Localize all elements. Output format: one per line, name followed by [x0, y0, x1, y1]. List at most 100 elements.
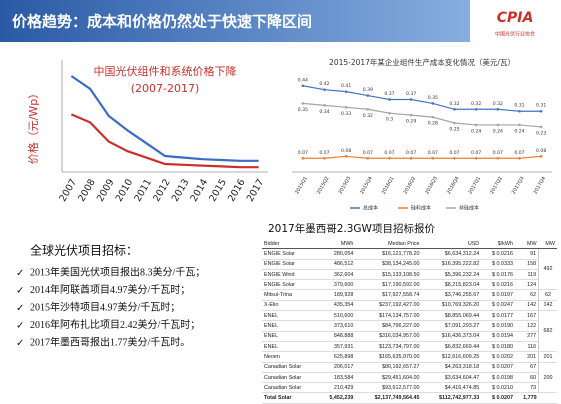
table-row: ENEL 357,931 $123,734,797.00 $6,832,669.44 $… — [262, 341, 557, 353]
table-cell: 116 — [514, 341, 539, 353]
header-cell: $/kWh — [481, 239, 515, 250]
table-cell: 142 — [514, 300, 539, 312]
point — [409, 113, 413, 117]
table-cell: 357,931 — [317, 341, 356, 353]
table-cell: 60 — [514, 372, 539, 384]
table-cell: $ 0.0207 — [481, 362, 515, 373]
check-mark: ✓ — [16, 268, 24, 279]
point — [431, 102, 435, 105]
table-row: Canadian Solar 210,429 $93,612,577.00 $4,41… — [262, 382, 557, 394]
table-row: ENGIE Wind 362,604 $15,133,108.50 $5,396,23… — [262, 269, 557, 281]
table-cell: 67 — [514, 362, 539, 373]
series-line — [70, 113, 259, 169]
table-cell: $16,436,373.04 — [421, 331, 482, 342]
point — [496, 123, 500, 127]
table-cell: ENEL — [262, 341, 318, 353]
table-row: Canadian Solar 183,584 $29,451,604.00 $3,63… — [262, 372, 557, 384]
table-cell: $ 0.0216 — [481, 279, 515, 291]
point — [301, 156, 305, 160]
table-cell: $12,616,609.25 — [421, 351, 482, 363]
x-tick-label: 2009 — [95, 177, 117, 203]
table-cell: 73 — [514, 382, 539, 394]
series-line — [302, 155, 542, 159]
legend-label: 非硅成本 — [459, 205, 479, 212]
legend-label: 总成本 — [363, 205, 378, 212]
data-label: 0.24 — [471, 128, 481, 134]
bullet-item: 2016年阿布扎比项目2.42美分/千瓦时； — [30, 318, 200, 331]
point — [409, 98, 413, 101]
total-cell: $ 0.0207 — [481, 392, 515, 404]
table-cell: $17,190,592.00 — [355, 279, 422, 291]
bid-table: Bidder MWh Median Price USD $/kWh MW MW ENGIE S… — [262, 239, 557, 404]
point — [539, 109, 543, 113]
point — [323, 88, 326, 91]
data-label: 0.07 — [363, 150, 373, 156]
table-cell: $10,769,326.20 — [421, 300, 482, 312]
table-cell: $8,855,069.44 — [421, 310, 482, 322]
table-cell: Canadian Solar — [262, 372, 318, 384]
data-label: 0.39 — [363, 87, 373, 93]
chart-title: 2015-2017年某企业组件生产成本变化情况（美元/瓦） — [329, 57, 515, 67]
table-cell: $ 0.0180 — [481, 341, 515, 353]
table-cell: $ 0.0202 — [481, 351, 515, 363]
table-cell: $6,832,669.44 — [421, 341, 482, 353]
table-row: Neoen 625,898 $165,635,970.00 $12,616,609.2… — [262, 351, 557, 363]
x-tick-label: 2015 — [207, 177, 229, 203]
data-label: 0.33 — [341, 111, 351, 117]
table-cell: $7,091,293.27 — [421, 320, 482, 332]
x-tick-label: 2007 — [58, 177, 80, 203]
point — [409, 156, 413, 160]
data-label: 0.24 — [493, 128, 503, 134]
data-label: 0.29 — [406, 119, 416, 125]
x-tick-label: 2015Q4 — [359, 176, 374, 195]
total-cell — [538, 392, 557, 404]
table-row: Mitsui-Trina 189,928 $17,927,558.74 $3,746,… — [262, 289, 557, 301]
bullet-item: 2017年墨西哥报出1.77美分/千瓦时。 — [30, 335, 190, 348]
table-cell: $ 0.0197 — [481, 289, 515, 301]
series-line — [70, 75, 259, 162]
group-total: 201 — [538, 351, 557, 363]
table-cell: 379,600 — [317, 279, 356, 291]
header-cell: MW — [514, 239, 539, 250]
table-cell: 210,429 — [317, 382, 356, 394]
data-label: 0.07 — [428, 150, 438, 156]
bullet-heading: 全球光伏项目招标： — [30, 243, 138, 258]
table-cell: X-Elio — [262, 300, 318, 312]
point — [453, 121, 456, 125]
table-cell: 62 — [514, 289, 539, 301]
table-cell: $4,416,474.85 — [421, 382, 482, 394]
data-label: 0.07 — [384, 150, 394, 156]
data-label: 0.44 — [298, 77, 308, 83]
total-cell: $2,137,749,564.45 — [355, 392, 422, 404]
table-cell: $15,133,108.50 — [355, 269, 422, 281]
data-label: 0.07 — [406, 150, 416, 156]
table-cell: $ 0.0198 — [481, 372, 515, 384]
table-row: ENEL 510,600 $174,134,757.00 $8,855,069.44 $… — [262, 310, 557, 353]
point — [344, 90, 348, 93]
table-cell: $316,034,957.00 — [355, 331, 422, 342]
data-label: 0.37 — [406, 91, 416, 97]
header-row: Bidder MWh Median Price USD $/kWh MW MW — [262, 239, 557, 250]
table-cell: $ 0.0216 — [481, 248, 515, 260]
header-cell: USD — [421, 239, 482, 250]
data-label: 0.41 — [341, 83, 351, 89]
table-cell: Canadian Solar — [262, 362, 318, 373]
header-bar — [0, 0, 470, 42]
table-row: ENEL 848,888 $316,034,957.00 $16,436,373.04… — [262, 331, 557, 342]
data-label: 0.07 — [298, 150, 308, 156]
bullet-item: 2015年沙特项目4.97美分/千瓦时； — [30, 300, 180, 313]
x-tick-label: 2015Q1 — [294, 176, 309, 195]
table-cell: 206,017 — [317, 362, 356, 373]
data-label: 0.07 — [493, 150, 503, 156]
table-cell: $237,192,427.00 — [355, 300, 422, 312]
table-cell: $8,215,823.04 — [421, 279, 482, 291]
point — [496, 107, 500, 111]
table-cell: $174,134,757.00 — [355, 310, 422, 322]
point — [518, 156, 521, 160]
table-row: X-Elio 435,354 $237,192,427.00 $10,769,326.… — [262, 300, 557, 312]
table-cell: ENEL — [262, 320, 318, 332]
x-tick-label: 2016Q1 — [381, 176, 396, 195]
x-tick-label: 2016Q3 — [424, 176, 439, 195]
table-row: Canadian Solar 206,017 $80,192,657.27 $4,26… — [262, 362, 557, 394]
